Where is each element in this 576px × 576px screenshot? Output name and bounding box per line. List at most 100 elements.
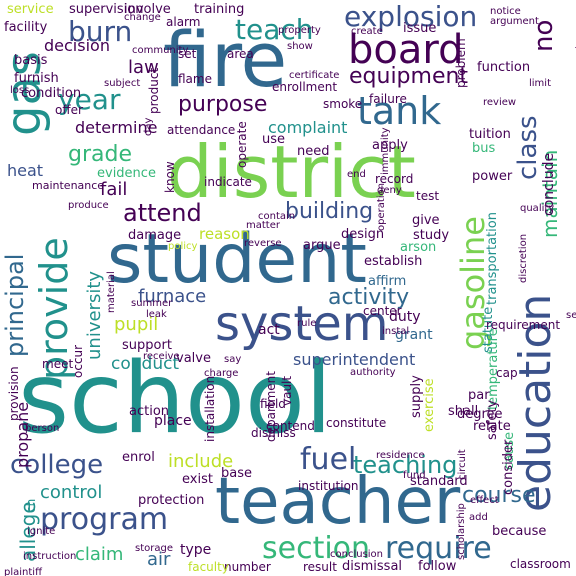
word-issue: issue <box>403 21 437 36</box>
word-change: change <box>124 12 161 23</box>
word-classroom: classroom <box>510 557 571 571</box>
word-review: review <box>483 97 517 108</box>
word-student: student <box>107 220 367 299</box>
word-reason: reason <box>199 225 250 243</box>
word-follow: follow <box>418 559 457 574</box>
word-program: program <box>40 502 169 537</box>
word-maintenance: maintenance <box>32 179 105 192</box>
word-product: product <box>147 67 161 114</box>
word-center: center <box>363 304 402 318</box>
word-grade: grade <box>68 142 132 167</box>
word-power: power <box>472 169 513 184</box>
word-condition: condition <box>21 86 82 101</box>
word-shall: shall <box>448 404 479 419</box>
word-material: material <box>106 271 117 313</box>
word-consider: consider <box>501 439 516 495</box>
word-school: school <box>18 342 333 456</box>
word-smoke: smoke <box>323 97 363 111</box>
word-property: property <box>278 25 321 36</box>
word-ignite: ignite <box>27 526 56 537</box>
word-contain: contain <box>258 211 296 222</box>
word-university: university <box>84 270 105 360</box>
word-operate: operate <box>235 121 249 168</box>
word-cap: cap <box>496 366 518 380</box>
word-establish: establish <box>364 254 423 269</box>
word-action: action <box>129 404 170 419</box>
word-base: base <box>221 466 252 481</box>
word-instal: instal <box>382 326 410 337</box>
word-dismiss: dismiss <box>251 426 296 440</box>
word-teacher: teacher <box>215 465 461 539</box>
word-argue: argue <box>303 238 341 253</box>
word-superintendent: superintendent <box>293 350 416 369</box>
word-problem: problem <box>454 38 468 88</box>
word-end: end <box>347 169 366 180</box>
word-institution: institution <box>298 479 359 493</box>
word-number: number <box>224 560 271 574</box>
word-par: par <box>468 388 490 403</box>
word-discretion: discretion <box>518 233 529 283</box>
word-involve: involve <box>124 2 171 17</box>
word-dismissal: dismissal <box>342 559 403 574</box>
word-scholarship: scholarship <box>456 503 467 560</box>
word-duty: duty <box>389 309 421 325</box>
word-add: add <box>469 512 488 523</box>
word-fail: fail <box>100 179 128 200</box>
word-principal: principal <box>1 253 29 357</box>
word-deny: deny <box>377 185 402 196</box>
word-attend: attend <box>123 199 202 227</box>
word-system: system <box>215 296 389 352</box>
word-course: course <box>462 483 536 508</box>
word-need: need <box>297 144 330 159</box>
word-notice: notice <box>490 6 521 17</box>
word-valve: valve <box>176 351 211 366</box>
word-facility: facility <box>4 20 48 35</box>
word-design: design <box>341 227 385 242</box>
word-contend: contend <box>266 419 315 433</box>
word-support: support <box>122 338 172 353</box>
word-degree: degree <box>457 407 503 422</box>
word-district: district <box>167 130 416 214</box>
word-meet: meet <box>42 357 74 371</box>
word-activity: activity <box>328 285 410 310</box>
word-control: control <box>40 482 103 503</box>
word-type: type <box>180 542 212 558</box>
word-effect: effect <box>470 495 499 506</box>
word-fuel: fuel <box>300 442 357 477</box>
word-community: community <box>132 45 189 56</box>
word-offer: offer <box>55 103 83 117</box>
word-provision: provision <box>7 366 21 421</box>
word-evidence: evidence <box>97 166 156 181</box>
word-produce: produce <box>68 200 109 211</box>
word-explosion: explosion <box>344 0 478 33</box>
word-building: building <box>285 199 374 224</box>
word-requirement: requirement <box>486 318 561 332</box>
word-equipment: equipment <box>349 64 469 89</box>
word-bus: bus <box>472 141 496 156</box>
word-policy: policy <box>168 241 198 252</box>
word-purpose: purpose <box>178 92 268 117</box>
word-furnace: furnace <box>138 286 207 307</box>
word-exercise: exercise <box>422 378 437 432</box>
word-furnish: furnish <box>14 71 59 86</box>
word-reverse: reverse <box>244 238 282 249</box>
word-supervision: supervision <box>69 2 144 17</box>
word-because: because <box>492 524 547 539</box>
word-faculty: faculty <box>188 560 229 574</box>
word-service: service <box>7 2 54 17</box>
word-tank: tank <box>357 89 442 133</box>
word-affirm: affirm <box>368 274 407 289</box>
word-conduct: conduct <box>111 354 180 374</box>
word-arson: arson <box>400 240 437 255</box>
word-vault: vault <box>280 375 294 406</box>
word-fire: fire <box>163 15 288 104</box>
word-study: study <box>413 228 450 243</box>
word-year: year <box>58 83 121 116</box>
word-installation: installation <box>203 375 217 442</box>
word-flame: flame <box>178 72 212 86</box>
word-authority: authority <box>350 367 396 378</box>
word-show: show <box>287 41 313 52</box>
word-plaintiff: plaintiff <box>4 567 42 576</box>
word-place: place <box>154 413 192 429</box>
word-say: say <box>224 354 242 365</box>
